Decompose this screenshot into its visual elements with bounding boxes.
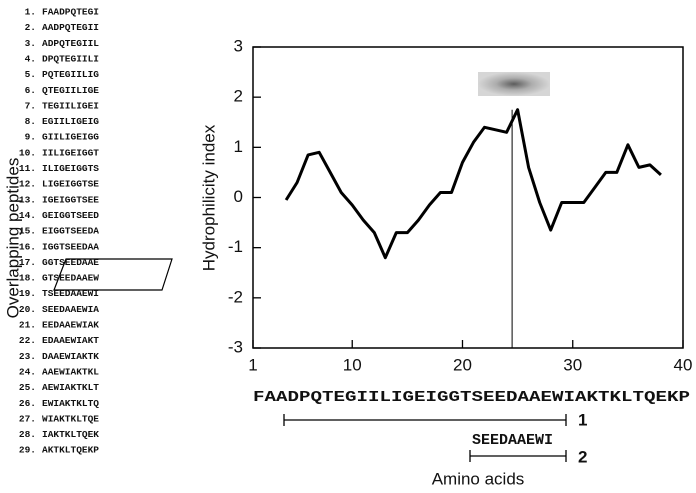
y-axis-label: Hydrophilicity index <box>199 124 218 271</box>
peptide-number: 12. <box>19 179 36 190</box>
peptide-number: 23. <box>19 351 36 362</box>
peptide: EEDAAEWIAK <box>42 320 99 331</box>
peptide-number: 17. <box>19 257 36 268</box>
peptide: DPQTEGIILI <box>42 53 99 64</box>
peptide-number: 29. <box>19 445 36 456</box>
peptide-number: 15. <box>19 226 36 237</box>
range-label: 1 <box>578 410 587 429</box>
peptide: TSEEDAAEWI <box>42 288 99 299</box>
peptide-number: 13. <box>19 194 36 205</box>
peptide: GGTSEEDAAE <box>42 257 99 268</box>
peptide-number: 2. <box>25 22 36 33</box>
x-tick-label: 30 <box>563 355 582 374</box>
peptide: QTEGIILIGE <box>42 85 99 96</box>
plot-frame <box>252 46 684 349</box>
data-line <box>284 108 662 260</box>
peptide: FAADPQTEGI <box>42 7 99 18</box>
peptide: AEWIAKTKLT <box>42 382 99 393</box>
y-tick-label: 1 <box>234 137 243 156</box>
peptide: GEIGGTSEED <box>42 210 99 221</box>
peptide-number: 28. <box>19 429 36 440</box>
peptide: TEGIILIGEI <box>42 100 99 111</box>
side-label: Overlapping peptides <box>3 158 22 319</box>
peptide-number: 6. <box>25 85 36 96</box>
x-tick-label: 10 <box>343 355 362 374</box>
peptide: EDAAEWIAKT <box>42 335 99 346</box>
peptide-number: 3. <box>25 38 36 49</box>
x-tick-label: 20 <box>453 355 472 374</box>
peptide-number: 4. <box>25 53 36 64</box>
peptide-number: 7. <box>25 100 36 111</box>
peptide-number: 25. <box>19 382 36 393</box>
peptide: EWIAKTKLTQ <box>42 398 99 409</box>
peptide: GIILIGEIGG <box>42 132 99 143</box>
peptide-number: 11. <box>19 163 36 174</box>
peptide-number: 27. <box>19 413 36 424</box>
peptide: IILIGEIGGT <box>42 147 99 158</box>
peptide-number: 16. <box>19 241 36 252</box>
peptide-number: 9. <box>25 132 36 143</box>
peptide-number: 24. <box>19 366 36 377</box>
peptide: IGGTSEEDAA <box>42 241 99 252</box>
range-bars <box>283 414 567 462</box>
peptide: WIAKTKLTQE <box>42 413 99 424</box>
x-tick-label: 1 <box>248 355 257 374</box>
peptide: PQTEGIILIG <box>42 69 99 80</box>
peptide-number: 14. <box>19 210 36 221</box>
peptide: AKTKLTQEKP <box>42 445 99 456</box>
peptide-number: 8. <box>25 116 36 127</box>
peptide-number: 19. <box>19 288 36 299</box>
peptide: LIGEIGGTSE <box>42 179 99 190</box>
peptide: DAAEWIAKTK <box>42 351 99 362</box>
peptide-number: 1. <box>25 7 36 18</box>
peptide: AAEWIAKTKL <box>42 366 99 377</box>
sequence: FAADPQTEGIILIGEIGGTSEEDAAEWIAKTKLTQEKP <box>253 389 690 406</box>
peptide-number: 21. <box>19 320 36 331</box>
peptide-number: 26. <box>19 398 36 409</box>
peptide: IAKTKLTQEK <box>42 429 99 440</box>
peptide-number: 10. <box>19 147 36 158</box>
range-label: 2 <box>578 447 587 466</box>
gel-band <box>478 72 550 96</box>
peptide: SEEDAAEWIA <box>42 304 99 315</box>
y-tick-label: -2 <box>228 287 243 306</box>
peptide-number: 5. <box>25 69 36 80</box>
y-tick-label: 3 <box>234 36 243 55</box>
peptide: IGEIGGTSEE <box>42 194 99 205</box>
y-tick-label: 0 <box>234 187 243 206</box>
x-axis-label: Amino acids <box>432 469 525 488</box>
peptide: EIGGTSEEDA <box>42 226 99 237</box>
range-sequence: SEEDAAEWI <box>472 432 553 449</box>
peptide: EGIILIGEIG <box>42 116 99 127</box>
peptide-number: 20. <box>19 304 36 315</box>
peptide: ILIGEIGGTS <box>42 163 99 174</box>
y-tick-label: -3 <box>228 337 243 356</box>
peptide-number: 18. <box>19 273 36 284</box>
x-tick-label: 40 <box>674 355 693 374</box>
y-tick-label: -1 <box>228 237 243 256</box>
y-tick-label: 2 <box>234 87 243 106</box>
highlight-box <box>53 258 173 291</box>
peptide: GTSEEDAAEW <box>42 273 99 284</box>
peptide-number: 22. <box>19 335 36 346</box>
peptide: AADPQTEGII <box>42 22 99 33</box>
peptide: ADPQTEGIIL <box>42 38 99 49</box>
